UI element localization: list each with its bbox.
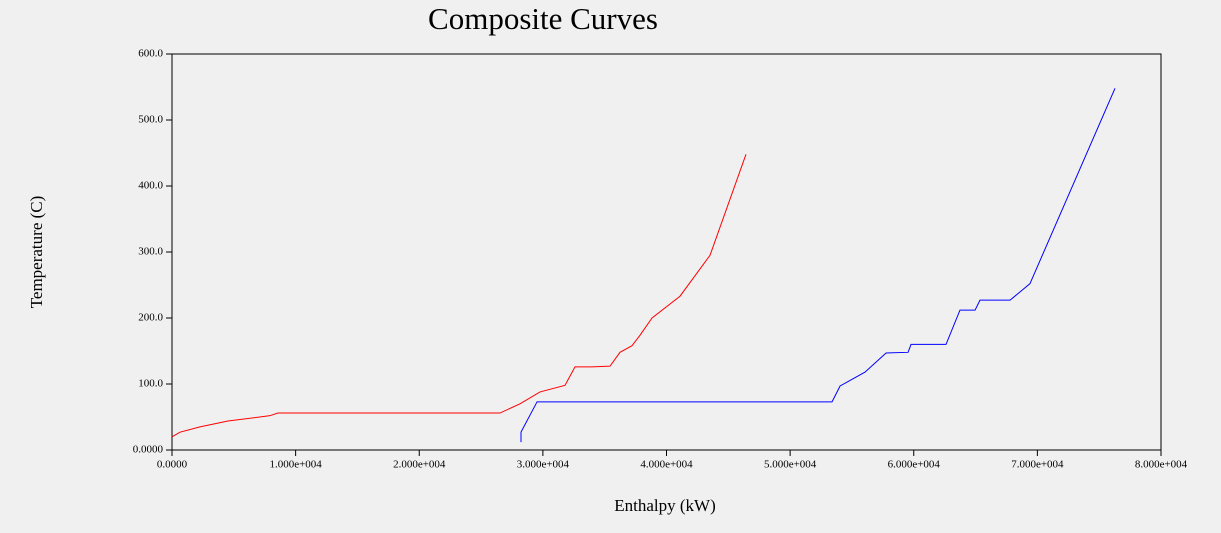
x-tick-label: 5.000e+004 xyxy=(764,459,817,471)
series-line xyxy=(520,88,1116,443)
x-tick-label: 2.000e+004 xyxy=(393,459,446,471)
y-tick-label: 0.0000 xyxy=(133,444,164,456)
x-tick-label: 0.0000 xyxy=(157,459,188,471)
x-tick-label: 3.000e+004 xyxy=(517,459,570,471)
y-tick-label: 100.0 xyxy=(138,378,163,390)
x-tick-label: 7.000e+004 xyxy=(1011,459,1064,471)
y-tick-label: 200.0 xyxy=(138,312,163,324)
x-axis-label: Enthalpy (kW) xyxy=(614,496,716,515)
x-tick-label: 1.000e+004 xyxy=(269,459,322,471)
chart-title: Composite Curves xyxy=(428,1,658,36)
y-tick-label: 300.0 xyxy=(138,246,163,258)
plot-frame xyxy=(171,53,1162,451)
y-tick-label: 400.0 xyxy=(138,180,163,192)
y-axis-label: Temperature (C) xyxy=(27,196,46,309)
x-tick-label: 8.000e+004 xyxy=(1135,459,1188,471)
y-tick-label: 500.0 xyxy=(138,114,163,126)
y-tick-label: 600.0 xyxy=(138,48,163,60)
series-line xyxy=(171,154,747,438)
x-tick-label: 4.000e+004 xyxy=(640,459,693,471)
x-tick-label: 6.000e+004 xyxy=(888,459,941,471)
